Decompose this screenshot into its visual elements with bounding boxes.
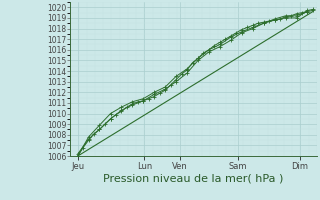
X-axis label: Pression niveau de la mer( hPa ): Pression niveau de la mer( hPa ) — [103, 173, 284, 183]
